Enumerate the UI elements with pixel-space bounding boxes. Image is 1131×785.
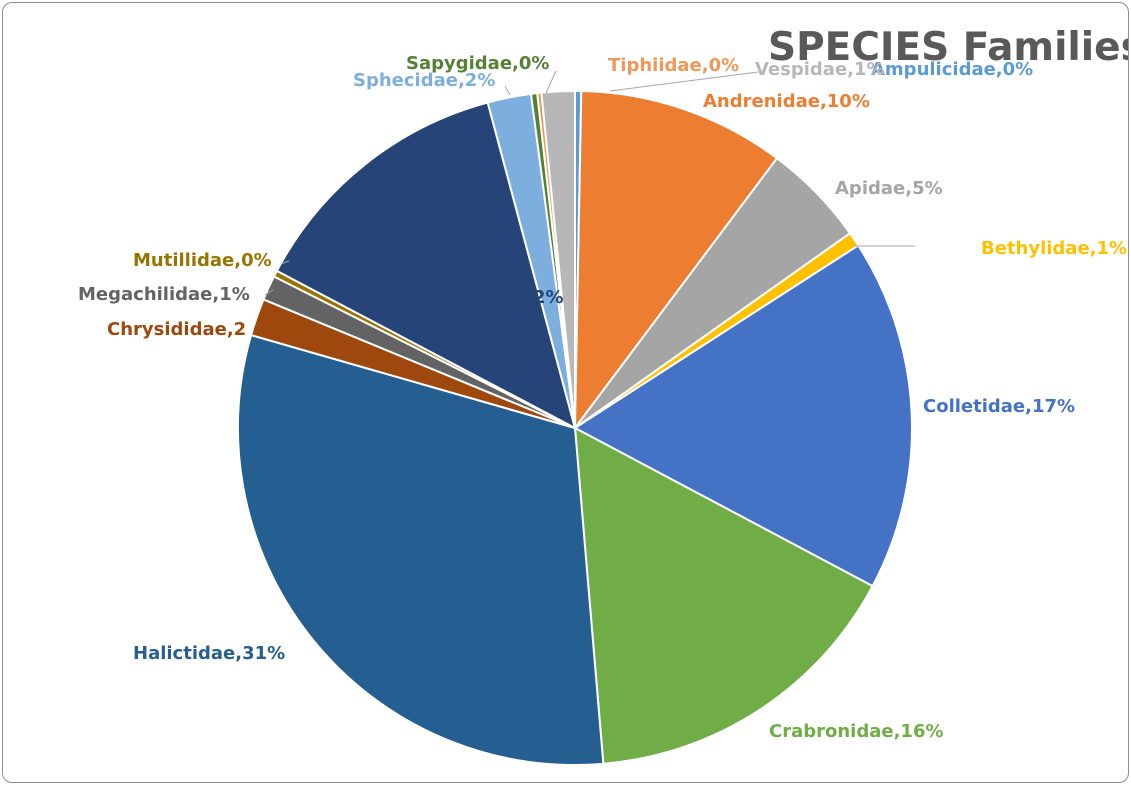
- slice-label-andrenidae: Andrenidae,10%: [703, 91, 870, 112]
- pie-slice-andrenidae: [573, 90, 779, 432]
- pie-slice-vespidae: [540, 89, 576, 429]
- slice-label-sapygidae: Sapygidae,0%: [406, 53, 549, 74]
- slice-label-tiphiidae: Tiphiidae,0%: [608, 55, 739, 76]
- slice-label: 2%: [533, 287, 564, 308]
- pie-slice-unlabeled: [275, 101, 577, 430]
- pie-slice-crabronidae: [573, 426, 874, 765]
- slice-label-halictidae: Halictidae,31%: [133, 643, 285, 664]
- slice-label-sphecidae: Sphecidae,2%: [353, 70, 495, 91]
- pie-slices: [237, 89, 913, 766]
- pie-slice-colletidae: [573, 244, 913, 588]
- slice-labels: Ampulicidae,0%Andrenidae,10% Apidae,5% Bet…: [78, 53, 1127, 742]
- slice-label-apidae: Apidae,5%: [835, 178, 943, 199]
- leader-lines: [264, 70, 915, 296]
- leader-line: [264, 289, 274, 296]
- leader-line: [280, 260, 290, 265]
- slice-label-bethylidae: Bethylidae,1%: [981, 238, 1127, 259]
- leader-line: [545, 70, 557, 94]
- slice-label-chrysididae: Chrysididae,2: [107, 319, 246, 340]
- slice-label-megachilidae: Megachilidae,1%: [78, 284, 250, 305]
- slice-label-ampulicidae: Ampulicidae,0%: [871, 59, 1033, 80]
- pie-chart: Ampulicidae,0%Andrenidae,10% Apidae,5% Bet…: [78, 53, 1127, 766]
- leader-line: [609, 71, 759, 92]
- slice-label-colletidae: Colletidae,17%: [923, 396, 1075, 417]
- slice-label-mutillidae: Mutillidae,0%: [133, 250, 272, 271]
- leader-line: [504, 85, 511, 96]
- slice-label-vespidae: Vespidae,1%: [755, 59, 885, 80]
- slice-label-crabronidae: Crabronidae,16%: [769, 721, 944, 742]
- chart-title: SPECIES Families: [768, 25, 1129, 70]
- pie-slice-halictidae: [237, 333, 605, 766]
